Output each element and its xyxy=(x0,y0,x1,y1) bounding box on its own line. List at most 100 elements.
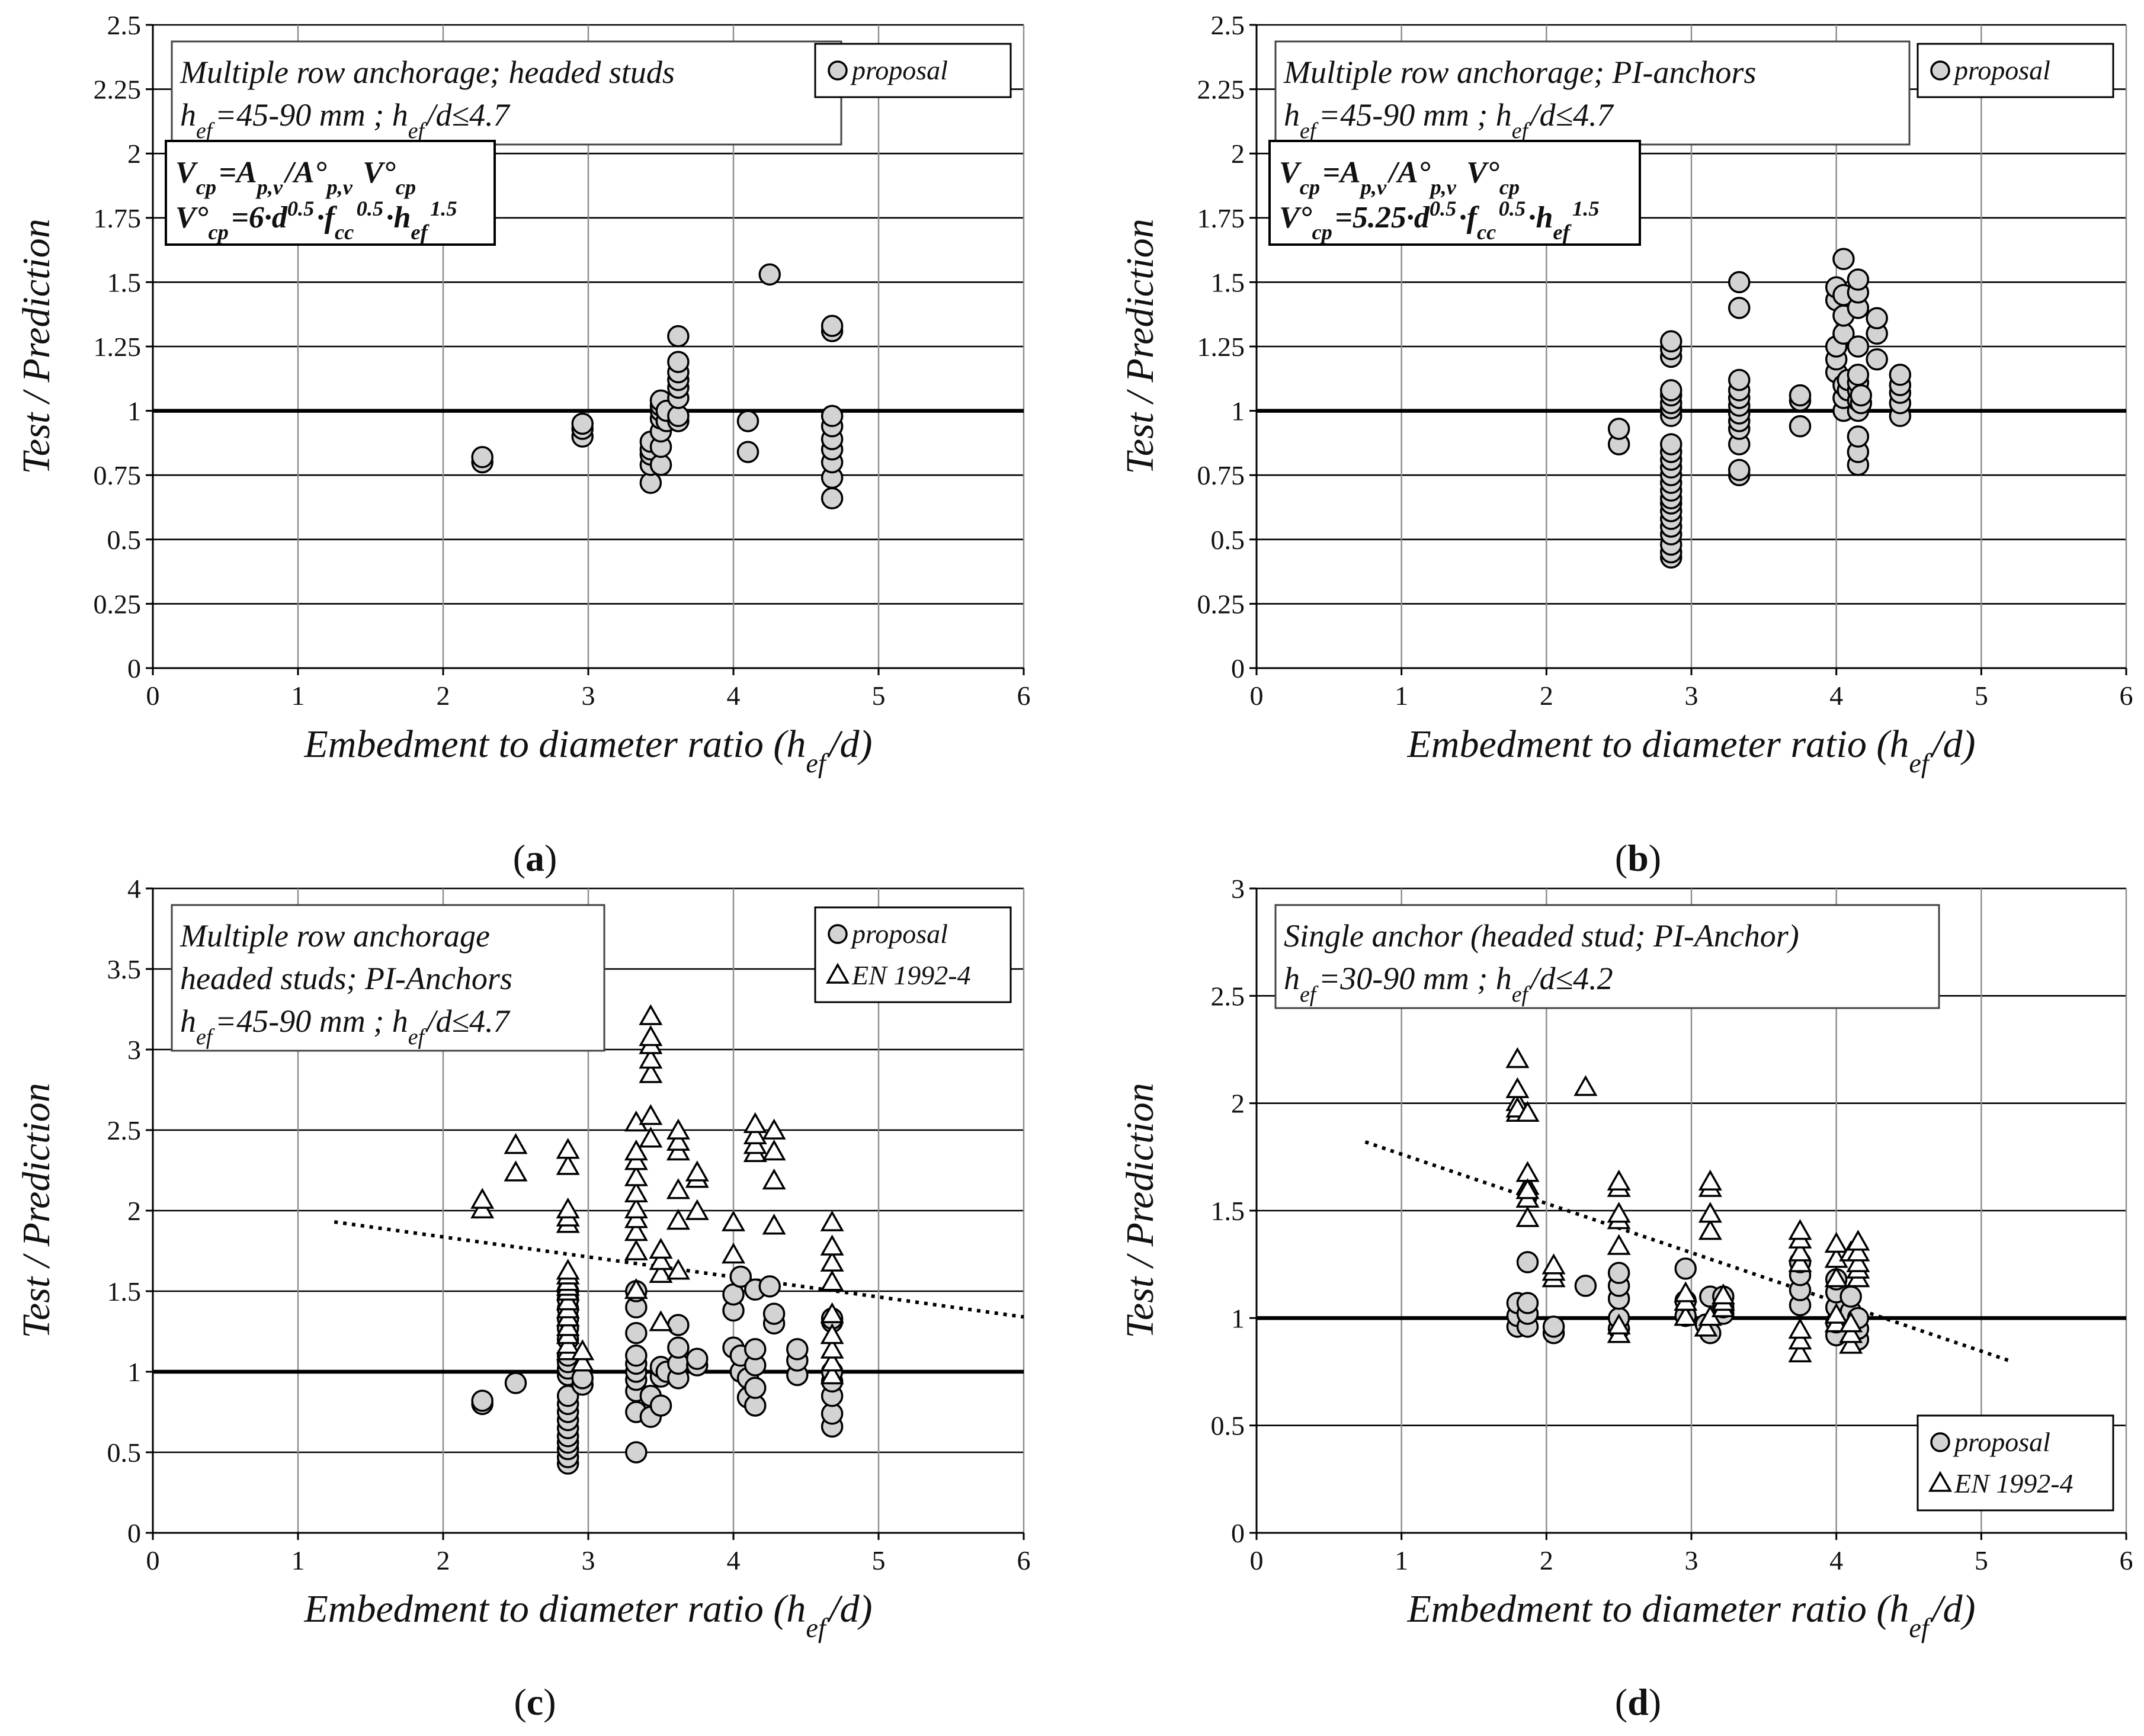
data-point-triangle xyxy=(504,1160,528,1182)
data-point-triangle xyxy=(504,1133,528,1154)
formula-box xyxy=(1268,140,1641,246)
data-point-triangle xyxy=(721,1210,746,1231)
data-point-triangle xyxy=(624,1239,648,1260)
data-point-circle xyxy=(758,1275,781,1298)
data-point-circle xyxy=(736,410,759,432)
y-tick-label: 0.75 xyxy=(94,460,142,490)
data-point-circle xyxy=(1674,1257,1697,1280)
x-tick-label: 4 xyxy=(1829,681,1843,711)
x-tick-label: 0 xyxy=(1250,681,1264,711)
data-point-circle xyxy=(1832,248,1855,271)
data-point-circle xyxy=(744,1338,767,1360)
x-tick-label: 5 xyxy=(872,681,886,711)
data-point-triangle xyxy=(1839,1322,1863,1343)
x-tick-label: 5 xyxy=(1975,681,1988,711)
y-tick-label: 0.5 xyxy=(107,525,142,555)
formula-text: Vcp =Ap,v /A°p,v V°cp xyxy=(1279,156,1522,199)
y-tick-label: 1.5 xyxy=(1211,1196,1245,1226)
data-point-circle xyxy=(786,1338,809,1360)
data-point-triangle xyxy=(639,1025,663,1047)
data-point-circle xyxy=(667,1314,690,1336)
chart-panel-b: 0 0.25 0.5 0.75 1 1.25 1.5 1.75 2 2.25 2.5 0 1 2 3 4 5 6 E… xyxy=(1119,10,2133,879)
y-tick-label: 1.75 xyxy=(94,203,142,233)
data-point-circle xyxy=(686,1347,709,1370)
data-point-triangle xyxy=(1846,1230,1870,1251)
data-point-circle xyxy=(625,1441,648,1464)
data-point-triangle xyxy=(1788,1329,1812,1350)
data-point-triangle xyxy=(762,1214,786,1235)
annotation-box xyxy=(171,40,842,146)
y-tick-label: 0.5 xyxy=(107,1437,142,1468)
y-axis-title: Test / Prediction xyxy=(15,1083,58,1338)
y-tick-label: 2 xyxy=(1231,139,1245,169)
x-tick-label: 3 xyxy=(582,1545,595,1575)
x-tick-label: 0 xyxy=(1250,1545,1264,1575)
y-tick-label: 0.5 xyxy=(1211,525,1245,555)
data-point-triangle xyxy=(1824,1231,1848,1253)
data-point-triangle xyxy=(1788,1317,1812,1339)
data-point-circle xyxy=(667,351,690,373)
x-tick-label: 2 xyxy=(437,681,450,711)
data-point-triangle xyxy=(743,1123,767,1145)
data-point-circle xyxy=(1574,1275,1597,1297)
trendline xyxy=(1364,1140,2011,1363)
y-tick-label: 2.5 xyxy=(107,10,142,40)
x-tick-label: 5 xyxy=(872,1545,886,1575)
data-point-circle xyxy=(1866,307,1888,329)
x-tick-label: 3 xyxy=(582,681,595,711)
legend-box xyxy=(814,43,1012,98)
legend-label: proposal xyxy=(850,55,948,85)
panel-label: (d) xyxy=(1615,1681,1661,1723)
data-point-circle xyxy=(667,1336,690,1359)
data-point-circle xyxy=(571,412,594,435)
data-point-triangle xyxy=(1607,1202,1631,1223)
data-point-circle xyxy=(471,1390,493,1412)
x-tick-label: 1 xyxy=(291,1545,305,1575)
x-tick-label: 1 xyxy=(1395,1545,1408,1575)
chart-panel-a: 0 0.25 0.5 0.75 1 1.25 1.5 1.75 2 2.25 2.5 0 1 2 3 4 5 6 E… xyxy=(15,10,1031,879)
legend-marker-circle xyxy=(828,924,848,944)
y-tick-label: 2.25 xyxy=(1197,75,1245,105)
data-point-circle xyxy=(649,1394,672,1417)
formula-box xyxy=(165,140,496,246)
data-point-triangle xyxy=(820,1363,844,1385)
legend-label: EN 1992-4 xyxy=(851,960,971,990)
data-point-triangle xyxy=(639,1104,663,1125)
y-tick-label: 3.5 xyxy=(107,954,142,984)
data-point-circle xyxy=(1728,368,1751,392)
data-point-circle xyxy=(1847,268,1870,291)
y-tick-label: 1.25 xyxy=(1197,332,1245,362)
data-point-circle xyxy=(1847,364,1870,386)
data-point-triangle xyxy=(666,1129,690,1151)
data-point-triangle xyxy=(743,1112,767,1133)
legend-box xyxy=(814,906,1012,1003)
data-point-triangle xyxy=(1674,1281,1698,1302)
y-tick-label: 2.25 xyxy=(94,75,142,105)
data-point-triangle xyxy=(820,1210,844,1231)
y-tick-label: 4 xyxy=(127,874,141,904)
y-tick-label: 3 xyxy=(1231,874,1245,904)
data-point-triangle xyxy=(1846,1251,1870,1272)
y-tick-label: 2 xyxy=(127,1196,141,1226)
formula-text: Vcp =Ap,v /A°p,v V°cp xyxy=(175,156,418,199)
data-point-triangle xyxy=(556,1154,580,1175)
data-point-triangle xyxy=(624,1181,648,1202)
data-point-circle xyxy=(1847,425,1870,448)
data-point-triangle xyxy=(1515,1206,1540,1227)
data-point-triangle xyxy=(1607,1313,1631,1334)
data-point-triangle xyxy=(1846,1240,1870,1262)
data-point-triangle xyxy=(820,1350,844,1372)
data-point-circle xyxy=(1607,418,1630,440)
data-point-triangle xyxy=(1541,1253,1566,1275)
data-point-circle xyxy=(1516,1292,1539,1314)
y-tick-label: 1.25 xyxy=(94,332,142,362)
y-tick-label: 0.75 xyxy=(1197,460,1245,490)
x-tick-label: 2 xyxy=(437,1545,450,1575)
x-tick-label: 1 xyxy=(291,681,305,711)
y-tick-label: 0 xyxy=(1231,653,1245,684)
data-point-circle xyxy=(821,487,844,510)
annotation-text: Single anchor (headed stud; PI-Anchor) xyxy=(1284,918,1799,954)
y-tick-label: 1.5 xyxy=(107,1276,142,1307)
data-point-triangle xyxy=(624,1278,648,1299)
